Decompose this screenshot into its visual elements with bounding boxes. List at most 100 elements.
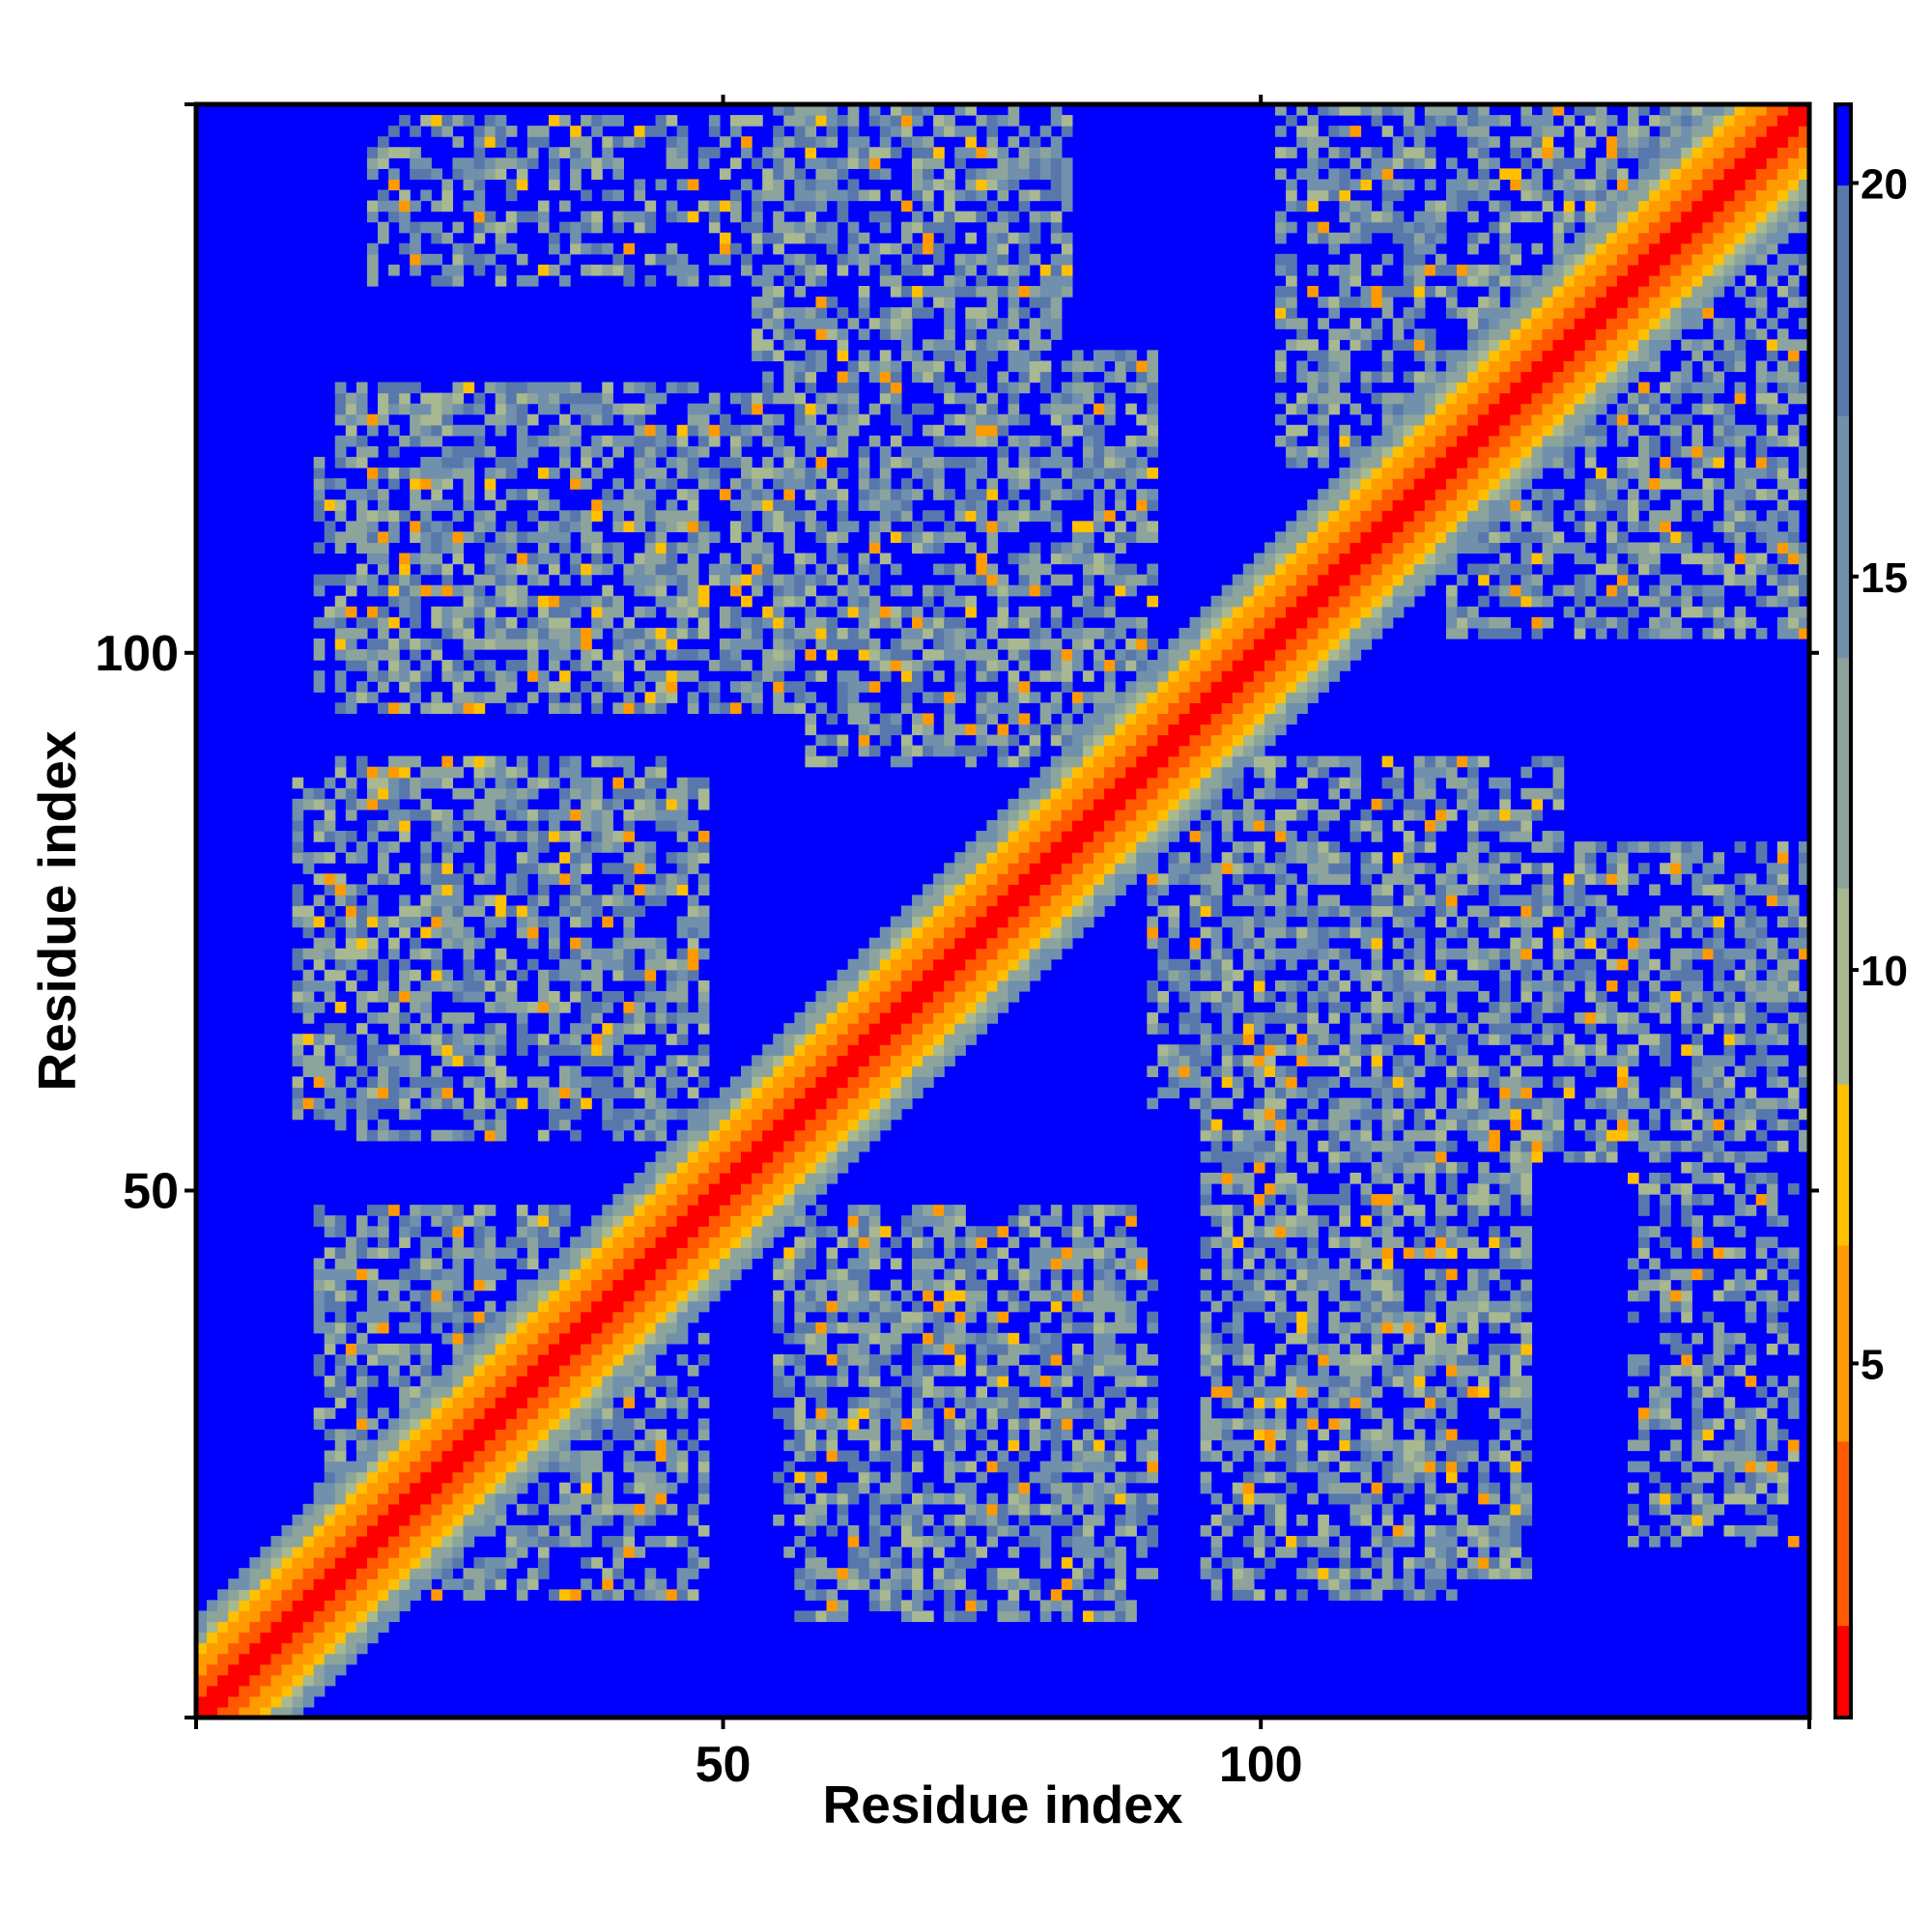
heatmap-cell (292, 1557, 304, 1569)
heatmap-cell (837, 1503, 849, 1516)
heatmap-cell (805, 1023, 817, 1035)
heatmap-cell (516, 969, 528, 981)
heatmap-cell (452, 136, 465, 148)
heatmap-cell (602, 1268, 613, 1281)
heatmap-cell (526, 831, 539, 842)
heatmap-cell (495, 264, 507, 276)
heatmap-cell (570, 787, 582, 800)
heatmap-cell (868, 1492, 881, 1505)
heatmap-cell (933, 531, 945, 544)
heatmap-cell (676, 1568, 689, 1579)
heatmap-cell (334, 958, 347, 971)
heatmap-cell (345, 1547, 357, 1558)
heatmap-cell (933, 1044, 945, 1056)
heatmap-cell (837, 392, 849, 405)
heatmap-cell (666, 980, 678, 992)
heatmap-cell (676, 211, 689, 223)
heatmap-cell (473, 1450, 486, 1463)
heatmap-cell (581, 510, 592, 522)
heatmap-cell (313, 1674, 326, 1687)
heatmap-cell (334, 1653, 347, 1665)
heatmap-cell (270, 1557, 283, 1569)
heatmap-cell (484, 1492, 497, 1505)
heatmap-cell (805, 1321, 817, 1334)
heatmap-cell (591, 1258, 603, 1270)
heatmap-cell (366, 1524, 379, 1537)
heatmap-cell (410, 489, 421, 500)
heatmap-cell (431, 1321, 442, 1334)
heatmap-cell (708, 702, 721, 714)
heatmap-cell (324, 1300, 336, 1313)
heatmap-cell (773, 1129, 784, 1142)
heatmap-cell (537, 1535, 550, 1548)
heatmap-cell (826, 1140, 838, 1152)
heatmap-cell (537, 264, 550, 276)
heatmap-cell (570, 510, 582, 522)
heatmap-cell (345, 1034, 357, 1045)
heatmap-cell (783, 339, 795, 351)
heatmap-cell (612, 1386, 624, 1398)
heatmap-cell (890, 1397, 902, 1408)
heatmap-cell (292, 1663, 304, 1676)
heatmap-cell (548, 1365, 560, 1377)
heatmap-cell (794, 1065, 806, 1078)
heatmap-cell (441, 969, 454, 981)
heatmap-cell (890, 104, 902, 116)
heatmap-cell (911, 1236, 923, 1248)
heatmap-cell (837, 1097, 849, 1110)
heatmap-cell (933, 350, 945, 362)
heatmap-cell (911, 371, 923, 384)
heatmap-cell (752, 702, 763, 714)
heatmap-cell (526, 531, 539, 544)
heatmap-cell (794, 1034, 806, 1045)
heatmap-cell (473, 264, 486, 276)
heatmap-cell (581, 1247, 592, 1260)
heatmap-cell (826, 1492, 838, 1505)
heatmap-cell (976, 649, 988, 661)
heatmap-cell (431, 200, 442, 213)
heatmap-cell (602, 413, 613, 426)
heatmap-cell (516, 211, 528, 223)
heatmap-cell (559, 200, 571, 213)
heatmap-cell (548, 638, 560, 650)
heatmap-cell (410, 692, 421, 703)
heatmap-cell (623, 852, 636, 864)
heatmap-cell (634, 1108, 646, 1121)
heatmap-cell (484, 574, 497, 586)
heatmap-cell (355, 1418, 368, 1430)
heatmap-cell (495, 574, 507, 586)
heatmap-cell (879, 990, 892, 1003)
heatmap-cell (420, 702, 432, 714)
heatmap-cell (581, 1535, 592, 1548)
heatmap-cell (965, 189, 977, 202)
heatmap-cell (697, 1194, 710, 1206)
heatmap-cell (355, 542, 368, 554)
heatmap-cell (655, 574, 668, 586)
heatmap-cell (399, 382, 411, 394)
heatmap-cell (762, 232, 774, 244)
heatmap-cell (676, 1589, 689, 1601)
heatmap-cell (526, 435, 539, 447)
heatmap-cell (612, 1311, 624, 1323)
heatmap-cell (516, 606, 528, 618)
heatmap-cell (463, 1524, 475, 1537)
heatmap-cell (644, 1439, 657, 1452)
heatmap-cell (548, 831, 560, 842)
heatmap-cell (900, 905, 913, 918)
heatmap-cell (655, 1471, 668, 1484)
heatmap-cell (954, 969, 966, 981)
heatmap-cell (923, 926, 934, 939)
heatmap-cell (794, 456, 806, 469)
heatmap-cell (302, 1514, 315, 1526)
heatmap-cell (505, 1365, 518, 1377)
heatmap-cell (431, 584, 442, 597)
heatmap-cell (612, 777, 624, 789)
heatmap-cell (837, 627, 849, 639)
heatmap-cell (473, 969, 486, 981)
heatmap-cell (911, 1268, 923, 1281)
heatmap-cell (826, 115, 838, 127)
heatmap-cell (313, 798, 326, 810)
heatmap-cell (644, 777, 657, 789)
heatmap-cell (879, 1343, 892, 1355)
heatmap-cell (473, 1311, 486, 1323)
